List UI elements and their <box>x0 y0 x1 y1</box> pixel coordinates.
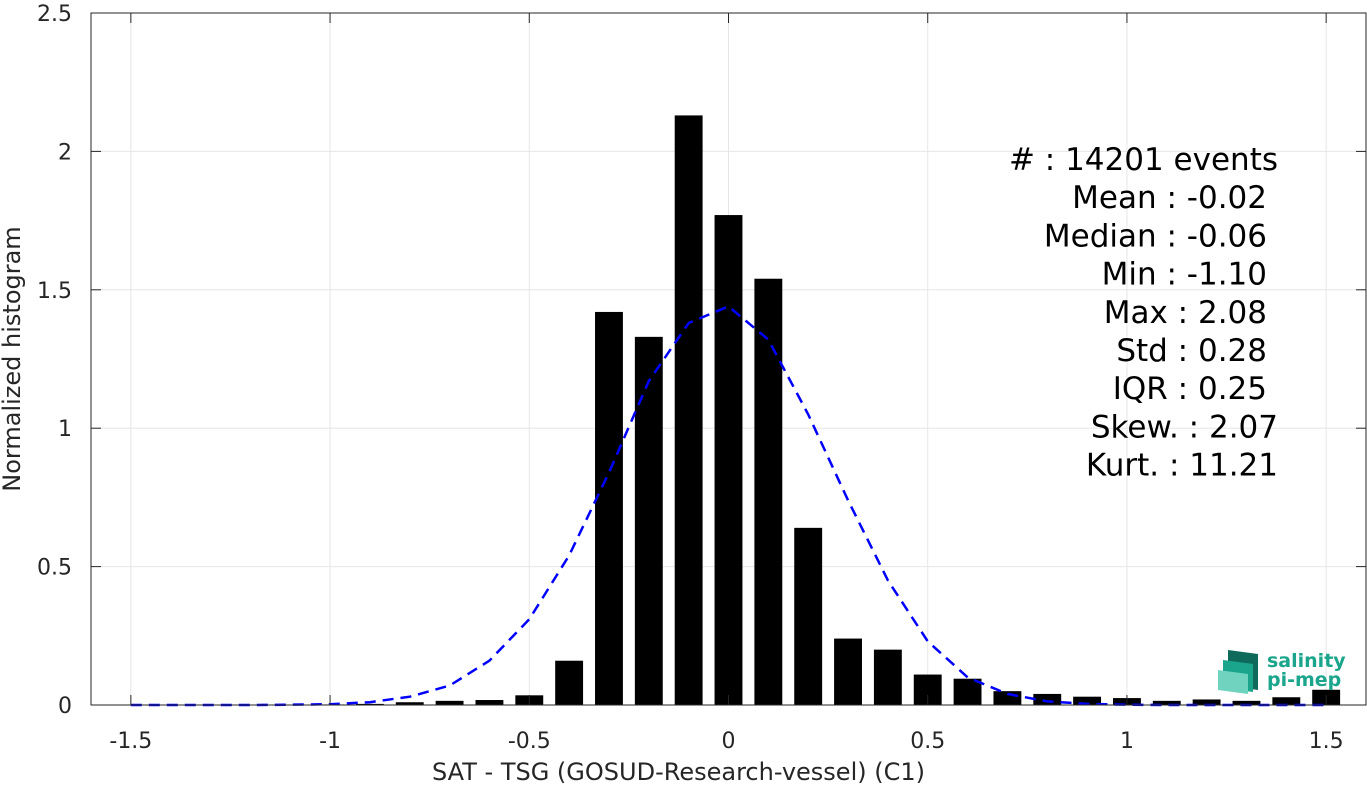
y-tick-label: 0 <box>58 694 72 719</box>
logo-text-salinity: salinity <box>1267 650 1346 672</box>
histogram-bar <box>1033 693 1062 705</box>
y-tick-label: 1.5 <box>37 279 72 304</box>
x-tick-label: 0.5 <box>910 729 945 754</box>
stat-line: Median : -0.06 <box>1044 218 1267 254</box>
histogram-bar <box>754 278 783 705</box>
histogram-bar <box>435 700 464 705</box>
histogram-bar <box>834 638 862 705</box>
x-tick-label: -1 <box>319 729 341 754</box>
histogram-bar <box>1073 696 1102 705</box>
histogram-bar <box>355 703 384 705</box>
histogram-bar <box>395 702 424 705</box>
histogram-bar <box>873 649 902 705</box>
y-tick-label: 1 <box>58 417 72 442</box>
x-tick-label: 1 <box>1120 729 1134 754</box>
x-tick-label: -1.5 <box>109 729 152 754</box>
stat-line: Max : 2.08 <box>1104 295 1267 331</box>
stat-line: IQR : 0.25 <box>1113 371 1267 407</box>
y-axis-label: Normalized histogram <box>0 226 26 491</box>
y-tick-label: 0.5 <box>37 556 72 581</box>
stat-line: Mean : -0.02 <box>1072 180 1267 216</box>
stat-line: Std : 0.28 <box>1116 333 1267 369</box>
logo-waves-icon <box>1218 650 1258 694</box>
x-tick-label: 0 <box>722 729 736 754</box>
histogram-bar <box>674 115 703 705</box>
histogram-bar <box>634 336 663 705</box>
x-axis-label: SAT - TSG (GOSUD-Research-vessel) (C1) <box>432 758 925 785</box>
histogram-bar <box>714 215 743 705</box>
stat-line: Min : -1.10 <box>1102 257 1267 293</box>
stat-line: # : 14201 events <box>1009 142 1278 178</box>
y-tick-label: 2.5 <box>37 2 72 27</box>
x-tick-label: 1.5 <box>1309 729 1344 754</box>
histogram-bar <box>1272 697 1301 705</box>
histogram-bar <box>595 311 623 705</box>
x-tick-label: -0.5 <box>508 729 551 754</box>
histogram-bar <box>953 678 982 705</box>
bars <box>276 115 1341 705</box>
histogram-bar <box>1232 700 1261 705</box>
histogram-bar <box>555 660 584 705</box>
stat-line: Kurt. : 11.21 <box>1086 448 1278 484</box>
y-tick-label: 2 <box>58 140 72 165</box>
y-axis: 0 0.5 1 1.5 2 2.5 <box>37 2 1366 719</box>
logo-text-pi-mep: pi-mep <box>1267 669 1341 691</box>
x-axis: -1.5 -1 -0.5 0 0.5 1 1.5 <box>109 13 1344 754</box>
histogram-bar <box>475 700 504 705</box>
salinity-pi-mep-logo: salinity pi-mep <box>1218 650 1346 694</box>
histogram-bar <box>993 691 1022 705</box>
stat-line: Skew. : 2.07 <box>1091 409 1278 445</box>
histogram-bar <box>1192 699 1221 705</box>
histogram-bar <box>1152 700 1181 705</box>
histogram-bar <box>794 527 823 705</box>
